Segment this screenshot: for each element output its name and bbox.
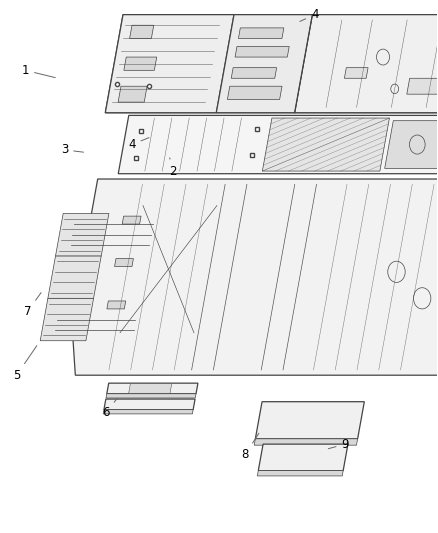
Polygon shape <box>295 14 438 113</box>
Polygon shape <box>254 439 357 445</box>
Polygon shape <box>385 120 438 168</box>
Polygon shape <box>226 70 257 97</box>
Polygon shape <box>231 68 277 78</box>
Polygon shape <box>115 259 134 266</box>
Polygon shape <box>124 57 157 70</box>
Polygon shape <box>407 78 438 94</box>
Polygon shape <box>105 14 438 113</box>
Polygon shape <box>216 14 312 113</box>
Text: 5: 5 <box>13 346 37 382</box>
Text: 2: 2 <box>170 158 177 177</box>
Polygon shape <box>118 86 147 102</box>
Text: 4: 4 <box>128 138 149 151</box>
Polygon shape <box>107 301 126 309</box>
Text: 1: 1 <box>21 64 55 78</box>
Polygon shape <box>72 179 438 375</box>
Polygon shape <box>227 86 282 100</box>
Polygon shape <box>40 298 94 341</box>
Polygon shape <box>228 73 254 94</box>
Text: 4: 4 <box>300 8 318 21</box>
Text: 6: 6 <box>102 399 117 419</box>
Polygon shape <box>106 394 196 398</box>
Polygon shape <box>258 471 343 476</box>
Polygon shape <box>107 383 198 394</box>
Polygon shape <box>122 216 141 224</box>
Text: 8: 8 <box>241 433 259 461</box>
Polygon shape <box>48 256 101 298</box>
Polygon shape <box>258 444 348 471</box>
Polygon shape <box>130 25 154 38</box>
Polygon shape <box>344 68 368 78</box>
Text: 9: 9 <box>328 438 349 450</box>
Polygon shape <box>103 410 193 414</box>
Polygon shape <box>104 399 195 410</box>
Polygon shape <box>56 214 109 256</box>
Polygon shape <box>129 384 172 393</box>
Text: 7: 7 <box>24 293 41 318</box>
Polygon shape <box>262 118 389 171</box>
Polygon shape <box>255 402 364 439</box>
Polygon shape <box>105 14 234 113</box>
Polygon shape <box>235 46 289 57</box>
Text: 3: 3 <box>61 143 84 156</box>
Polygon shape <box>118 115 438 174</box>
Polygon shape <box>238 28 284 38</box>
